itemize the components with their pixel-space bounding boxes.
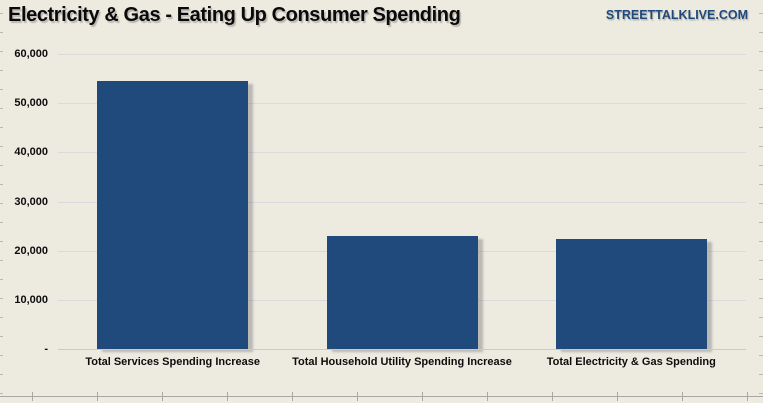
brand-watermark: STREETTALKLIVE.COM (605, 8, 748, 22)
x-axis-line (58, 349, 746, 350)
y-axis-tick-label: 60,000 (14, 48, 48, 60)
y-axis: - 10,000 20,000 30,000 40,000 50,000 60,000 (0, 0, 48, 403)
y-axis-tick-label: 10,000 (14, 293, 48, 306)
x-axis-category-label: Total Services Spending Increase (85, 356, 260, 368)
chart-title: Electricity & Gas - Eating Up Consumer S… (8, 4, 461, 26)
bar-1 (97, 80, 249, 349)
y-axis-tick-label: 30,000 (14, 195, 48, 208)
bar-3 (555, 238, 707, 349)
x-axis-category-label: Total Electricity & Gas Spending (546, 356, 716, 368)
gridline-60000 (58, 54, 746, 55)
gridline-30000 (58, 201, 746, 203)
worksheet-row-ticks-left (0, 0, 3, 403)
x-axis-category-label: Total Household Utility Spending Increas… (292, 356, 512, 368)
y-axis-tick-label: - (44, 343, 48, 355)
worksheet-row-ticks-right (759, 0, 763, 403)
bar-2 (326, 236, 478, 349)
gridline-40000 (58, 152, 746, 154)
x-axis-labels: Total Services Spending Increase Total Ho… (58, 356, 746, 390)
worksheet-edge-line (0, 396, 763, 397)
plot-area (58, 54, 746, 350)
y-axis-tick-label: 20,000 (14, 244, 48, 257)
y-axis-tick-label: 50,000 (14, 97, 48, 110)
y-axis-tick-label: 40,000 (14, 146, 48, 159)
gridline-50000 (58, 103, 746, 105)
